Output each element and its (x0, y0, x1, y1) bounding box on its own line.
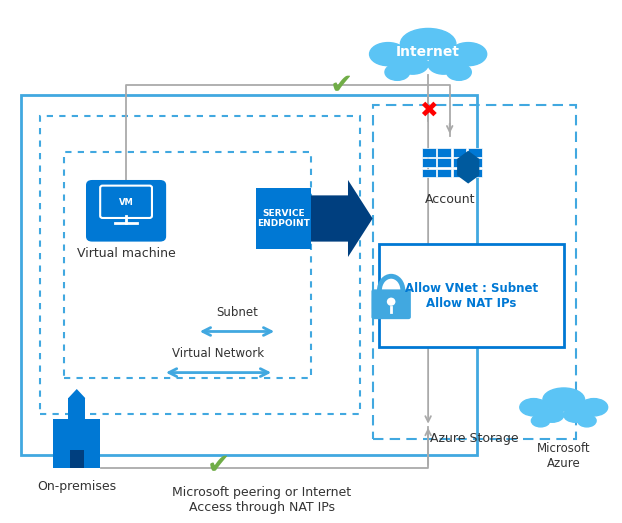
Text: ✔: ✔ (330, 71, 353, 99)
FancyBboxPatch shape (86, 180, 166, 242)
Text: Allow VNet : Subnet
Allow NAT IPs: Allow VNet : Subnet Allow NAT IPs (405, 281, 538, 310)
FancyBboxPatch shape (468, 158, 482, 167)
FancyBboxPatch shape (437, 169, 451, 177)
FancyBboxPatch shape (70, 450, 83, 468)
Text: Virtual Network: Virtual Network (172, 347, 264, 360)
Ellipse shape (541, 407, 564, 422)
Text: On-premises: On-premises (37, 481, 116, 493)
Ellipse shape (401, 28, 456, 59)
Ellipse shape (531, 415, 550, 427)
Text: ✖: ✖ (419, 100, 437, 121)
Ellipse shape (428, 54, 459, 74)
Ellipse shape (520, 399, 547, 416)
Ellipse shape (447, 64, 471, 81)
Text: Internet: Internet (396, 44, 460, 59)
Ellipse shape (369, 42, 407, 66)
Text: Virtual machine: Virtual machine (77, 247, 175, 260)
FancyBboxPatch shape (437, 158, 451, 167)
Ellipse shape (564, 407, 587, 422)
Ellipse shape (543, 388, 585, 411)
FancyBboxPatch shape (422, 158, 435, 167)
Text: Account: Account (424, 193, 475, 206)
FancyBboxPatch shape (256, 188, 311, 249)
FancyBboxPatch shape (453, 148, 466, 157)
FancyBboxPatch shape (468, 169, 482, 177)
FancyBboxPatch shape (53, 419, 100, 468)
Text: Microsoft peering or Internet
Access through NAT IPs: Microsoft peering or Internet Access thr… (172, 485, 351, 514)
Ellipse shape (450, 42, 486, 66)
FancyBboxPatch shape (68, 398, 85, 426)
Polygon shape (68, 389, 85, 398)
FancyBboxPatch shape (453, 169, 466, 177)
FancyBboxPatch shape (371, 289, 411, 319)
FancyBboxPatch shape (379, 244, 564, 347)
Ellipse shape (385, 64, 410, 81)
Polygon shape (311, 180, 373, 257)
Text: Microsoft
Azure: Microsoft Azure (537, 442, 590, 470)
FancyBboxPatch shape (100, 186, 152, 218)
FancyBboxPatch shape (453, 158, 466, 167)
FancyBboxPatch shape (437, 148, 451, 157)
Polygon shape (457, 151, 480, 184)
Text: Azure Storage: Azure Storage (430, 431, 519, 445)
FancyBboxPatch shape (468, 148, 482, 157)
FancyBboxPatch shape (422, 169, 435, 177)
Ellipse shape (580, 399, 608, 416)
FancyBboxPatch shape (422, 148, 435, 157)
Text: Subnet: Subnet (216, 305, 258, 319)
Ellipse shape (397, 54, 428, 74)
Text: SERVICE
ENDPOINT: SERVICE ENDPOINT (257, 209, 310, 228)
Text: ✔: ✔ (207, 451, 230, 479)
Ellipse shape (387, 298, 396, 306)
Ellipse shape (578, 415, 596, 427)
Text: VM: VM (119, 198, 134, 207)
